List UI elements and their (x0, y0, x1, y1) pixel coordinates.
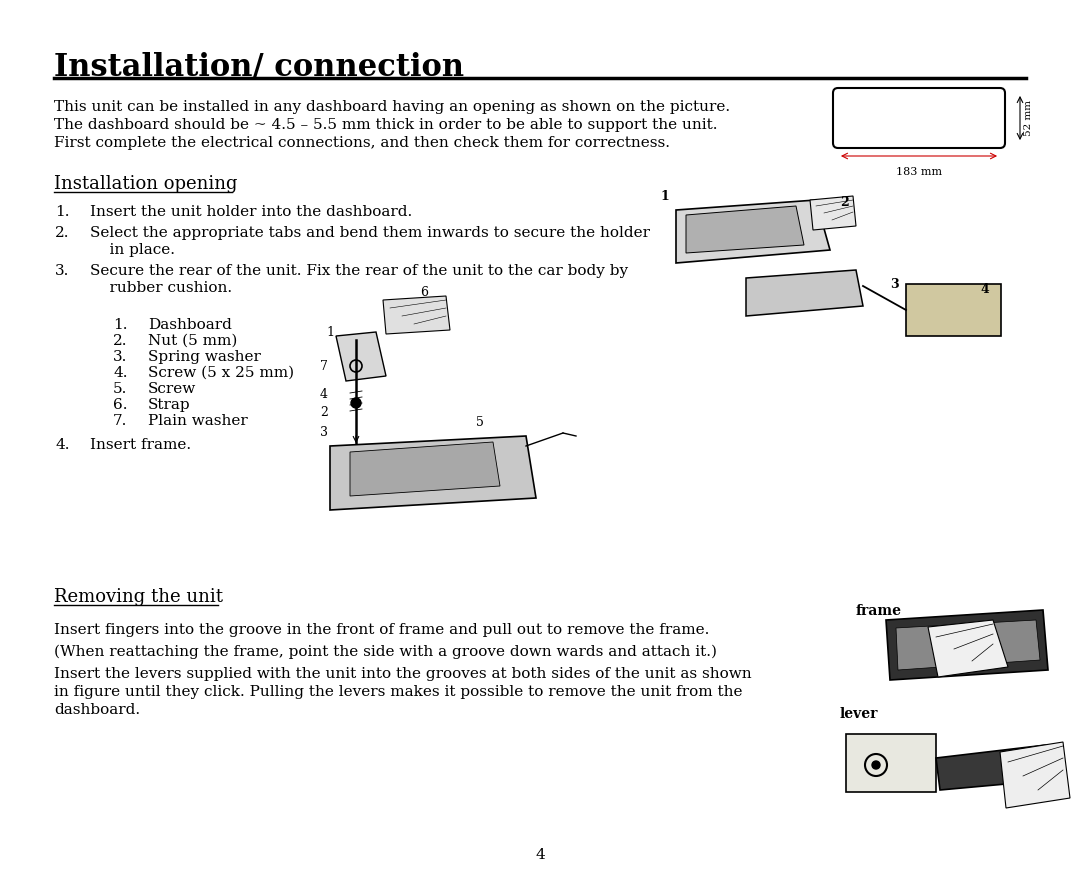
Text: 2: 2 (320, 406, 328, 419)
Text: This unit can be installed in any dashboard having an opening as shown on the pi: This unit can be installed in any dashbo… (54, 100, 730, 114)
Text: Insert fingers into the groove in the front of frame and pull out to remove the : Insert fingers into the groove in the fr… (54, 623, 710, 637)
Polygon shape (336, 332, 386, 381)
Polygon shape (936, 745, 1050, 790)
Text: 2.: 2. (55, 226, 69, 240)
Text: 2: 2 (840, 196, 849, 209)
Text: Insert the levers supplied with the unit into the grooves at both sides of the u: Insert the levers supplied with the unit… (54, 667, 752, 681)
Polygon shape (350, 442, 500, 496)
Polygon shape (886, 610, 1048, 680)
Text: in figure until they click. Pulling the levers makes it possible to remove the u: in figure until they click. Pulling the … (54, 685, 743, 699)
Text: Nut (5 mm): Nut (5 mm) (148, 334, 238, 348)
Polygon shape (896, 620, 1040, 670)
Polygon shape (676, 200, 831, 263)
Text: First complete the electrical connections, and then check them for correctness.: First complete the electrical connection… (54, 136, 670, 150)
Text: 4: 4 (320, 388, 328, 401)
Text: 4: 4 (980, 283, 989, 296)
Bar (906, 284, 1001, 336)
Text: frame: frame (856, 604, 902, 618)
Text: Installation opening: Installation opening (54, 175, 238, 193)
Text: 4.: 4. (113, 366, 127, 380)
Bar (846, 734, 936, 792)
Text: rubber cushion.: rubber cushion. (90, 281, 232, 295)
Text: 3.: 3. (113, 350, 127, 364)
Text: (When reattaching the frame, point the side with a groove down wards and attach : (When reattaching the frame, point the s… (54, 645, 717, 660)
Polygon shape (1000, 742, 1070, 808)
Text: Insert the unit holder into the dashboard.: Insert the unit holder into the dashboar… (90, 205, 413, 219)
Text: 3.: 3. (55, 264, 69, 278)
Text: 5: 5 (476, 416, 484, 429)
Polygon shape (686, 206, 804, 253)
Text: 4: 4 (535, 848, 545, 862)
Text: 6.: 6. (113, 398, 127, 412)
Circle shape (351, 398, 361, 408)
Circle shape (872, 761, 880, 769)
Text: 1: 1 (660, 190, 669, 203)
Text: 52 mm: 52 mm (1024, 100, 1032, 136)
Text: 2.: 2. (113, 334, 127, 348)
Text: 1: 1 (326, 326, 334, 339)
Text: Installation/ connection: Installation/ connection (54, 52, 464, 83)
Text: 6: 6 (420, 286, 428, 299)
Text: Select the appropriate tabs and bend them inwards to secure the holder: Select the appropriate tabs and bend the… (90, 226, 650, 240)
Text: Secure the rear of the unit. Fix the rear of the unit to the car body by: Secure the rear of the unit. Fix the rea… (90, 264, 629, 278)
Text: Insert frame.: Insert frame. (90, 438, 191, 452)
Text: dashboard.: dashboard. (54, 703, 140, 717)
FancyBboxPatch shape (833, 88, 1005, 148)
Text: Strap: Strap (148, 398, 191, 412)
Text: 1.: 1. (113, 318, 127, 332)
Text: 7: 7 (320, 360, 328, 373)
Text: 183 mm: 183 mm (896, 167, 942, 177)
Polygon shape (810, 196, 856, 230)
Text: Screw: Screw (148, 382, 197, 396)
Text: 3: 3 (890, 278, 899, 291)
Text: The dashboard should be ~ 4.5 – 5.5 mm thick in order to be able to support the : The dashboard should be ~ 4.5 – 5.5 mm t… (54, 118, 717, 132)
Text: Dashboard: Dashboard (148, 318, 232, 332)
Text: Spring washer: Spring washer (148, 350, 261, 364)
Polygon shape (330, 436, 536, 510)
Text: Removing the unit: Removing the unit (54, 588, 222, 606)
Text: Plain washer: Plain washer (148, 414, 247, 428)
Text: Screw (5 x 25 mm): Screw (5 x 25 mm) (148, 366, 294, 380)
Polygon shape (928, 620, 1008, 677)
Text: 4.: 4. (55, 438, 69, 452)
Text: in place.: in place. (90, 243, 175, 257)
Text: 5.: 5. (113, 382, 127, 396)
Text: 3: 3 (320, 426, 328, 439)
Polygon shape (746, 270, 863, 316)
Text: 7.: 7. (113, 414, 127, 428)
Polygon shape (383, 296, 450, 334)
Text: lever: lever (840, 707, 878, 721)
Text: 1.: 1. (55, 205, 69, 219)
